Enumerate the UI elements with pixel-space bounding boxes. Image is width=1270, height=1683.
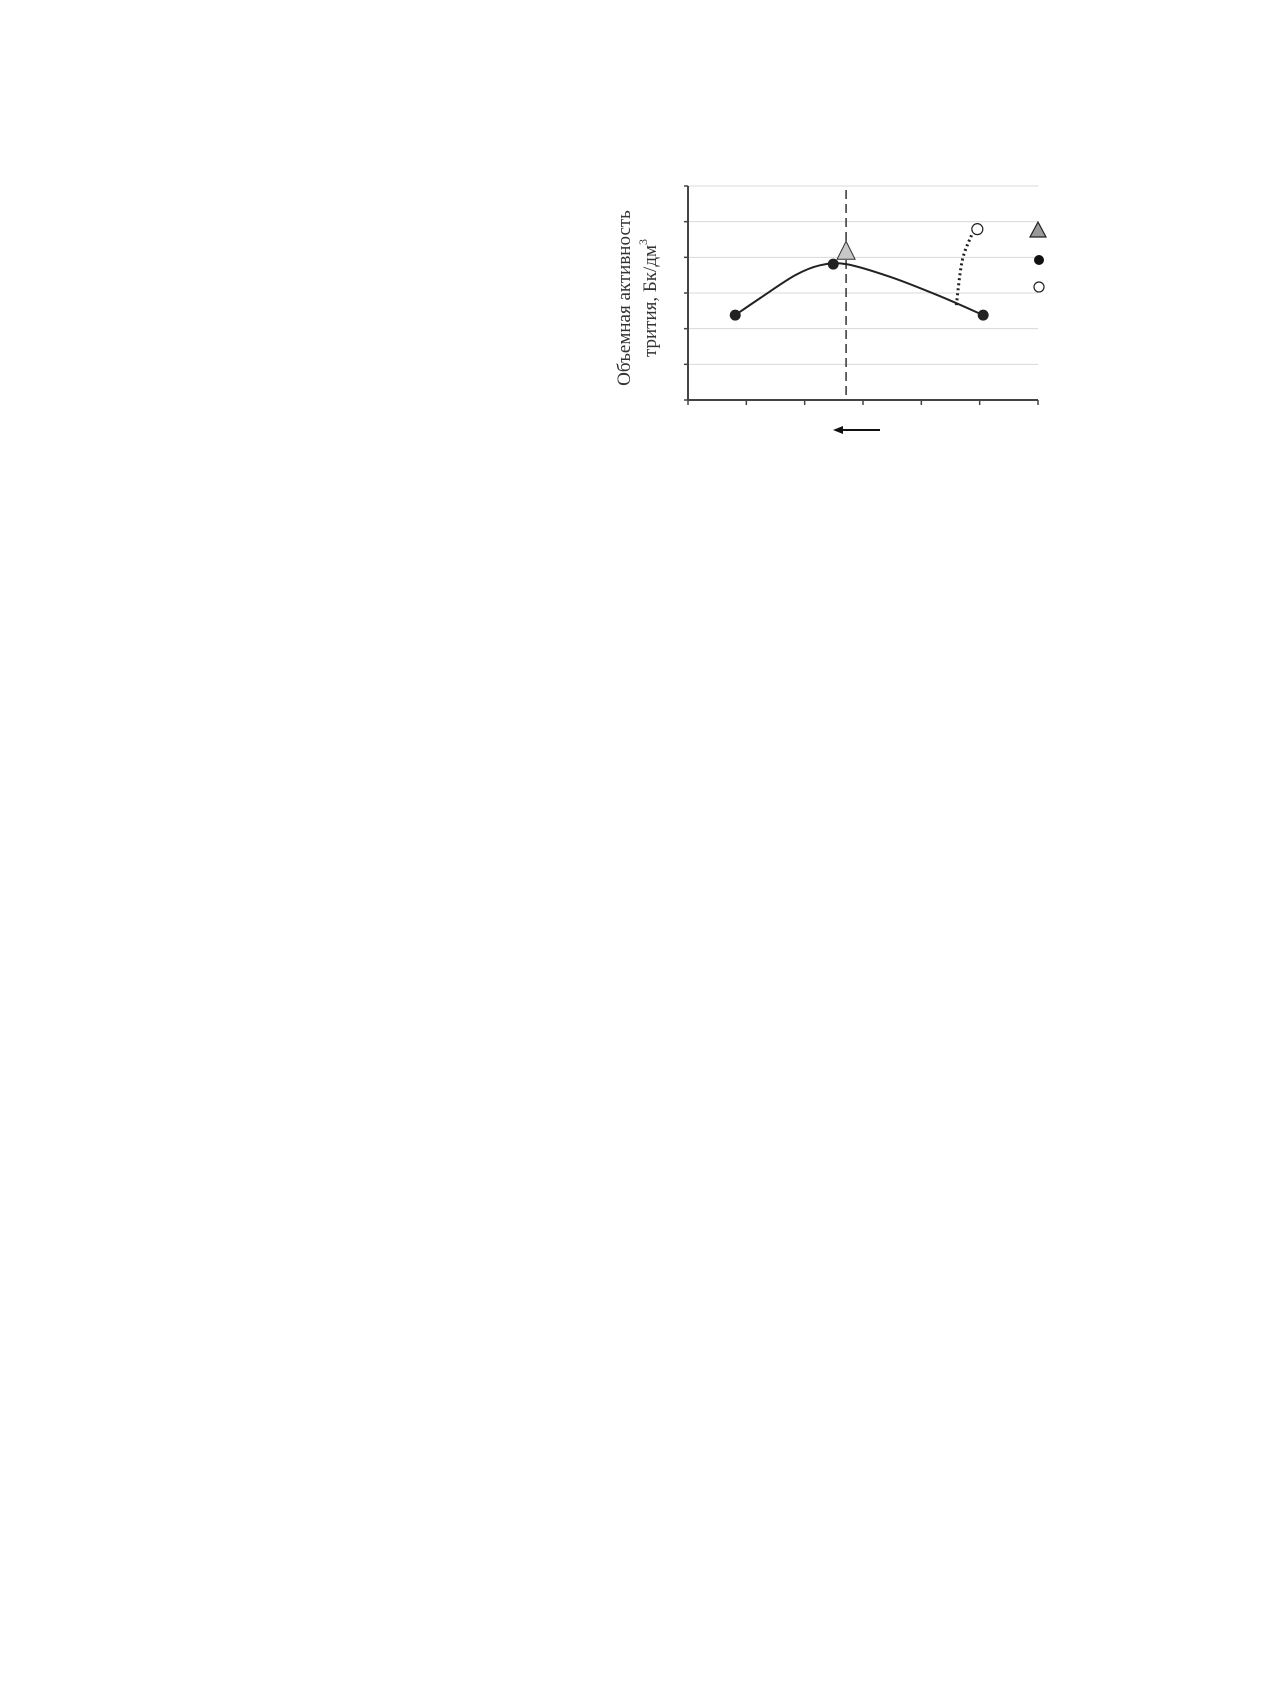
y-axis-label: Объемная активность трития, Бк/дм3 [614, 210, 661, 386]
y-axis-label-superscript: 3 [636, 239, 650, 245]
y-axis-label-line2: трития, Бк/дм3 [636, 239, 661, 357]
data-point-filled [827, 258, 839, 270]
data-point-filled [977, 309, 989, 321]
dotted-line [954, 234, 973, 306]
legend-open-circle-icon [1033, 281, 1045, 293]
series-line [734, 262, 984, 317]
data-point-triangle [836, 240, 856, 260]
legend-filled-circle-icon [1034, 255, 1044, 265]
legend-triangle-icon [1029, 220, 1047, 238]
y-axis-label-line1: Объемная активность [614, 210, 635, 386]
arrow-left-icon [833, 426, 843, 434]
data-point-filled [729, 309, 741, 321]
y-axis-label-text: трития, Бк/дм [640, 245, 661, 357]
data-point-open [971, 223, 984, 236]
